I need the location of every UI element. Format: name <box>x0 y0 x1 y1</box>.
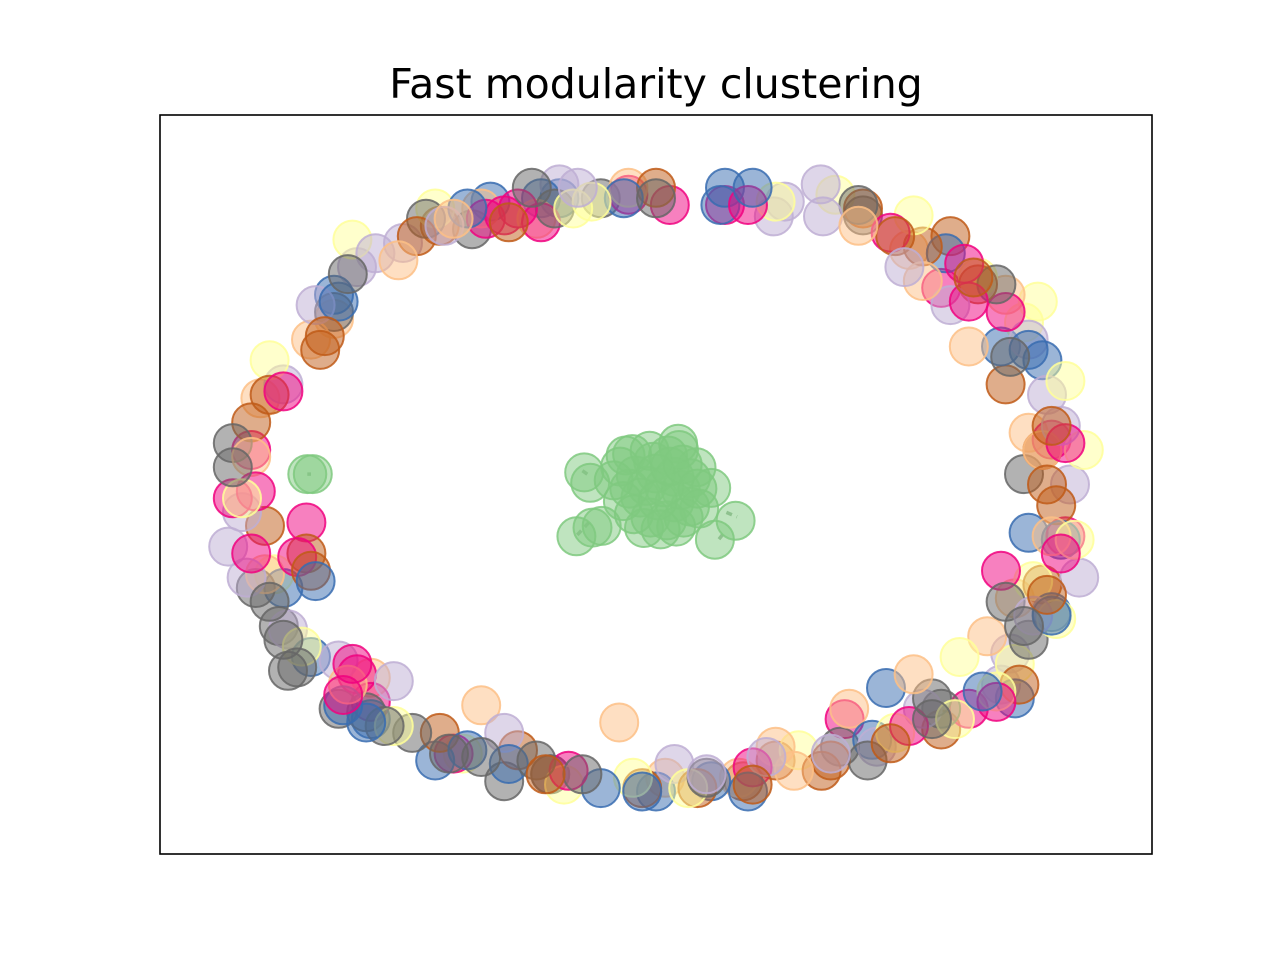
graph-node-community-7 <box>562 754 603 795</box>
graph-node-community-4 <box>732 167 773 208</box>
graph-node-community-1 <box>686 754 727 795</box>
graph-node-community-6 <box>304 316 345 357</box>
graph-node-community-7 <box>461 737 502 777</box>
graph-node-community-5 <box>1040 533 1081 574</box>
graph-node-community-6 <box>953 257 994 298</box>
graph-node-community-2 <box>948 326 989 367</box>
graph-node-community-1 <box>810 733 851 774</box>
graph-node-community-1 <box>373 661 414 702</box>
plot-area <box>208 164 1104 812</box>
graph-node-community-6 <box>1031 405 1072 446</box>
graph-node-community-7 <box>249 581 290 622</box>
graph-node-community-6 <box>732 764 773 805</box>
graph-node-community-2 <box>461 685 502 726</box>
graph-node-community-1 <box>884 247 925 288</box>
graph-node-community-6 <box>1027 574 1067 615</box>
graph-node-community-2 <box>893 654 934 695</box>
graph-node-community-0 <box>677 468 718 509</box>
graph-node-community-2 <box>599 702 640 743</box>
graph-node-community-2 <box>433 198 474 239</box>
graph-node-community-3 <box>1045 361 1086 401</box>
graph-node-community-7 <box>327 254 368 295</box>
graph-node-community-1 <box>557 167 598 208</box>
graph-node-community-0 <box>581 505 622 546</box>
graph-node-community-7 <box>990 336 1031 377</box>
graph-node-community-5 <box>231 533 272 574</box>
graph-node-community-2 <box>838 205 879 246</box>
nodes-layer <box>208 164 1104 812</box>
graph-node-community-7 <box>636 178 676 219</box>
graph-node-community-2 <box>967 616 1008 657</box>
graph-node-community-4 <box>622 771 663 812</box>
graph-node-community-3 <box>939 637 980 677</box>
graph-node-community-6 <box>870 723 911 764</box>
graph-node-community-4 <box>346 702 387 743</box>
graph-node-community-5 <box>263 371 304 412</box>
graph-node-community-7 <box>212 447 253 488</box>
graph-node-community-6 <box>1027 464 1067 505</box>
graph-node-community-7 <box>912 699 952 740</box>
graph-node-community-7 <box>1004 606 1044 646</box>
graph-node-community-5 <box>323 675 364 715</box>
graph-node-community-6 <box>488 202 529 243</box>
graph-node-community-4 <box>295 561 336 602</box>
graph-node-community-2 <box>378 240 419 281</box>
graph-node-community-0 <box>640 509 681 550</box>
graph-node-community-4 <box>962 671 1003 712</box>
graph-node-community-2 <box>829 688 870 729</box>
graph-node-community-0 <box>694 519 735 560</box>
graph-node-community-7 <box>511 167 552 208</box>
chart-title: Fast modularity clustering <box>389 60 922 108</box>
graph-node-community-0 <box>570 462 611 503</box>
axes-frame <box>159 114 1153 855</box>
graph-node-community-0 <box>292 454 333 495</box>
graph-node-community-7 <box>268 650 308 691</box>
graph-node-community-1 <box>803 196 843 237</box>
graph-node-community-6 <box>525 754 566 795</box>
